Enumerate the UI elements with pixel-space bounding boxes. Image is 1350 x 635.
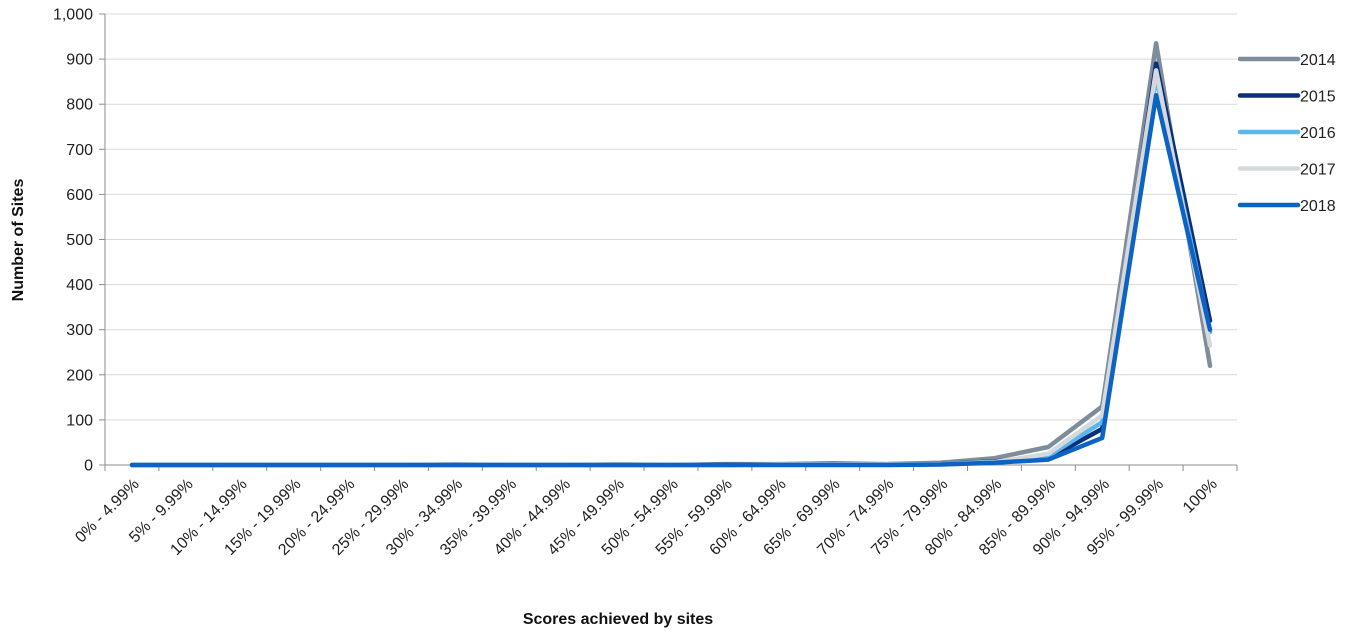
legend-label-2015: 2015 (1300, 89, 1336, 106)
legend-label-2016: 2016 (1300, 125, 1336, 142)
y-tick-label: 100 (66, 412, 93, 429)
x-axis-title: Scores achieved by sites (523, 611, 713, 628)
axes (99, 13, 1238, 471)
series-lines (129, 41, 1213, 468)
series-line-2016 (129, 74, 1213, 468)
gridlines (105, 13, 1237, 421)
legend: 2014 2015 2016 2017 2018 (1237, 52, 1336, 215)
y-tick-label: 900 (66, 52, 93, 69)
y-tick-label: 500 (66, 232, 93, 249)
y-tick-label: 400 (66, 277, 93, 294)
y-axis-title: Number of Sites (10, 179, 27, 302)
series-line-2017 (129, 68, 1213, 468)
y-tick-label: 1,000 (53, 7, 93, 24)
series-line-2015 (129, 61, 1213, 468)
x-tick-label: 100% (1180, 476, 1221, 517)
legend-label-2014: 2014 (1300, 52, 1336, 69)
y-tick-label: 800 (66, 97, 93, 114)
y-tick-label: 700 (66, 142, 93, 159)
legend-label-2018: 2018 (1300, 198, 1336, 215)
series-line-2014 (129, 41, 1213, 468)
series-line-2018 (129, 92, 1213, 468)
y-tick-label: 0 (84, 458, 93, 475)
y-tick-label: 300 (66, 322, 93, 339)
y-tick-label: 600 (66, 187, 93, 204)
legend-label-2017: 2017 (1300, 162, 1336, 179)
y-tick-label: 200 (66, 367, 93, 384)
